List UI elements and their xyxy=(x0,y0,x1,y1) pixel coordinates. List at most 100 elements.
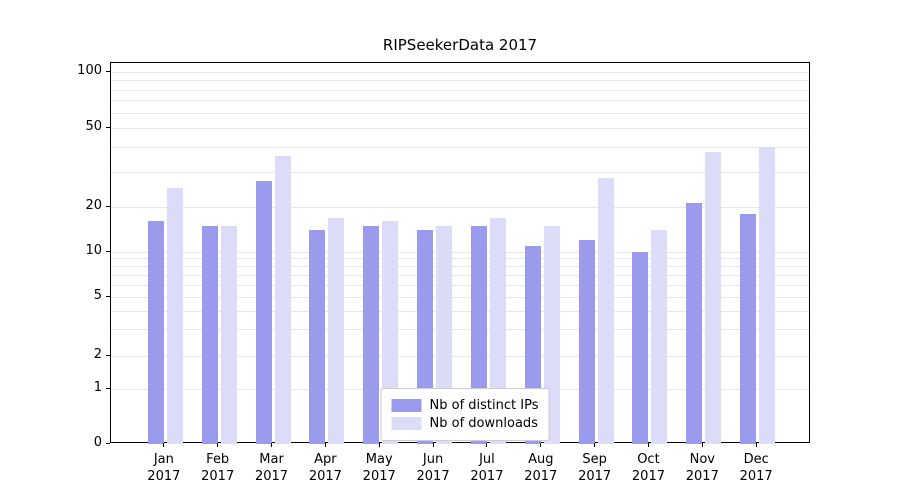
x-tick-month: Jul xyxy=(479,452,495,467)
x-tick-year: 2017 xyxy=(362,469,396,484)
gridline-9 xyxy=(111,258,809,260)
x-tick-label-mar: Mar 2017 xyxy=(242,451,302,485)
y-tick-label-20: 20 xyxy=(85,198,102,213)
gridline-80 xyxy=(111,89,809,91)
y-tick-label-1: 1 xyxy=(93,380,102,395)
gridline-90 xyxy=(111,80,809,81)
x-tick-month: Feb xyxy=(206,452,230,467)
x-tick-jun xyxy=(432,443,434,447)
x-tick-year: 2017 xyxy=(739,469,773,484)
legend-label-downloads: Nb of downloads xyxy=(429,416,538,431)
x-tick-label-oct: Oct 2017 xyxy=(618,451,678,485)
x-tick-month: Aug xyxy=(528,452,554,467)
gridline-50 xyxy=(111,127,809,129)
y-tick-label-100: 100 xyxy=(77,63,102,78)
x-tick-oct xyxy=(647,443,649,447)
x-tick-jul xyxy=(486,443,488,447)
x-tick-year: 2017 xyxy=(308,469,342,484)
x-tick-label-feb: Feb 2017 xyxy=(188,451,248,485)
bar-downloads-dec xyxy=(759,147,776,444)
x-tick-label-jan: Jan 2017 xyxy=(134,451,194,485)
y-tick-5 xyxy=(106,295,110,297)
gridline-3 xyxy=(111,329,809,331)
x-tick-month: Mar xyxy=(259,452,284,467)
bar-downloads-jul xyxy=(489,217,506,444)
x-tick-dec xyxy=(755,443,757,447)
bar-distinct-ips-dec xyxy=(740,213,757,444)
bar-downloads-jan xyxy=(166,187,183,444)
bar-distinct-ips-feb xyxy=(201,225,218,444)
legend-swatch-downloads xyxy=(391,417,422,430)
x-tick-month: Oct xyxy=(637,452,660,467)
x-tick-label-sep: Sep 2017 xyxy=(565,451,625,485)
x-tick-month: May xyxy=(365,452,393,467)
y-tick-label-2: 2 xyxy=(93,347,102,362)
x-tick-year: 2017 xyxy=(416,469,450,484)
y-tick-100 xyxy=(106,70,110,72)
x-tick-year: 2017 xyxy=(631,469,665,484)
x-tick-aug xyxy=(540,443,542,447)
y-tick-50 xyxy=(106,126,110,128)
bar-downloads-sep xyxy=(597,177,614,444)
x-tick-year: 2017 xyxy=(147,469,181,484)
legend-swatch-distinct-ips xyxy=(391,399,422,412)
x-tick-may xyxy=(378,443,380,447)
legend-entry-distinct-ips: Nb of distinct IPs xyxy=(391,398,539,413)
y-tick-label-0: 0 xyxy=(93,435,102,450)
y-tick-0 xyxy=(106,442,110,444)
bar-distinct-ips-nov xyxy=(686,202,703,444)
gridline-8 xyxy=(111,265,809,267)
x-tick-label-dec: Dec 2017 xyxy=(726,451,786,485)
y-tick-label-10: 10 xyxy=(85,243,102,258)
gridline-10 xyxy=(111,251,809,253)
x-tick-year: 2017 xyxy=(524,469,558,484)
gridline-70 xyxy=(111,100,809,102)
x-tick-month: Apr xyxy=(314,452,337,467)
bar-downloads-mar xyxy=(274,156,291,444)
x-tick-year: 2017 xyxy=(470,469,504,484)
y-tick-1 xyxy=(106,387,110,389)
x-tick-year: 2017 xyxy=(685,469,719,484)
gridline-2 xyxy=(111,355,809,357)
x-tick-label-nov: Nov 2017 xyxy=(672,451,732,485)
gridline-40 xyxy=(111,146,809,148)
gridline-60 xyxy=(111,112,809,114)
x-tick-label-may: May 2017 xyxy=(349,451,409,485)
gridline-20 xyxy=(111,206,809,208)
x-tick-label-jun: Jun 2017 xyxy=(403,451,463,485)
y-tick-label-5: 5 xyxy=(93,288,102,303)
bar-distinct-ips-mar xyxy=(255,181,272,444)
chart-title: RIPSeekerData 2017 xyxy=(382,36,538,54)
bar-downloads-feb xyxy=(220,225,237,444)
x-tick-month: Nov xyxy=(689,452,715,467)
plot-area xyxy=(110,62,810,444)
x-tick-jan xyxy=(163,443,165,447)
y-tick-label-50: 50 xyxy=(85,119,102,134)
bar-distinct-ips-apr xyxy=(309,230,326,444)
x-tick-label-aug: Aug 2017 xyxy=(511,451,571,485)
gridline-30 xyxy=(111,171,809,173)
gridline-4 xyxy=(111,310,809,312)
x-tick-month: Jun xyxy=(422,452,444,467)
bar-distinct-ips-jan xyxy=(147,221,164,444)
gridline-100 xyxy=(111,71,809,73)
bar-distinct-ips-sep xyxy=(578,240,595,444)
x-tick-sep xyxy=(594,443,596,447)
x-tick-label-jul: Jul 2017 xyxy=(457,451,517,485)
x-tick-label-apr: Apr 2017 xyxy=(295,451,355,485)
x-tick-feb xyxy=(217,443,219,447)
bar-distinct-ips-may xyxy=(363,225,380,444)
y-tick-20 xyxy=(106,205,110,207)
legend-label-distinct-ips: Nb of distinct IPs xyxy=(429,398,539,413)
gridline-6 xyxy=(111,284,809,286)
bar-downloads-oct xyxy=(651,230,668,444)
gridline-7 xyxy=(111,274,809,276)
y-tick-10 xyxy=(106,250,110,252)
bar-downloads-nov xyxy=(705,151,722,444)
x-tick-year: 2017 xyxy=(201,469,235,484)
y-tick-2 xyxy=(106,354,110,356)
x-tick-nov xyxy=(701,443,703,447)
x-tick-mar xyxy=(271,443,273,447)
x-tick-year: 2017 xyxy=(254,469,289,484)
x-tick-month: Dec xyxy=(743,452,769,467)
